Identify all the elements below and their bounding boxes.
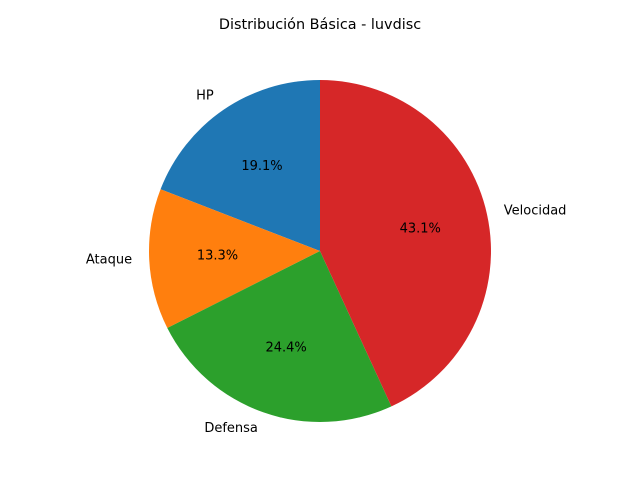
slice-percent-velocidad: 43.1%	[400, 222, 441, 237]
pie-slice-hp	[160, 80, 320, 251]
pie-slice-velocidad	[320, 80, 491, 407]
pie-labels: HP 19.1% Ataque 13.3% Defensa 24.4% Velocidad 4…	[86, 88, 567, 436]
slice-percent-hp: 19.1%	[241, 159, 282, 174]
slice-percent-defensa: 24.4%	[265, 340, 306, 355]
pie-slice-ataque	[148, 189, 320, 328]
chart-title: Distribución Básica - luvdisc	[219, 17, 421, 33]
pie-slice-defensa	[167, 251, 392, 422]
slice-label-defensa: Defensa	[204, 421, 258, 436]
slice-label-ataque: Ataque	[86, 253, 132, 268]
slice-percent-ataque: 13.3%	[197, 249, 238, 264]
slice-label-velocidad: Velocidad	[504, 203, 567, 218]
pie-slices	[148, 80, 491, 422]
slice-label-hp: HP	[196, 88, 214, 103]
